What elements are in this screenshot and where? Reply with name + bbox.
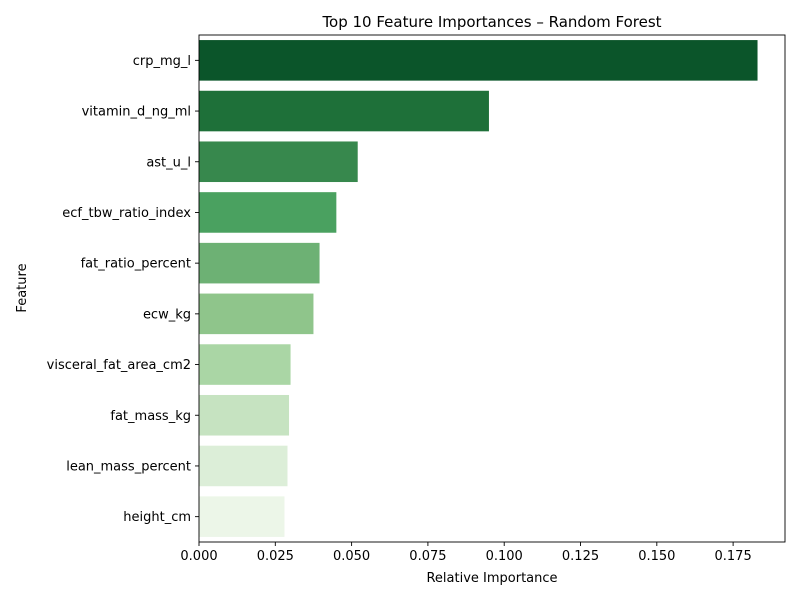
- x-tick-labels: 0.000 0.025 0.050 0.075 0.100 0.125 0.150 0.175: [180, 542, 752, 564]
- x-tick-label: 0.150: [638, 549, 675, 564]
- y-axis-label: Feature: [15, 263, 30, 312]
- bar-height_cm: [199, 496, 285, 537]
- bars-group: [199, 40, 758, 537]
- bar-visceral_fat_area_cm2: [199, 344, 291, 385]
- bar-ecw_kg: [199, 293, 314, 335]
- bar-fat_ratio_percent: [199, 242, 320, 284]
- y-tick-label: visceral_fat_area_cm2: [47, 358, 191, 373]
- y-tick-label: crp_mg_l: [133, 54, 191, 69]
- x-tick-label: 0.050: [333, 549, 370, 564]
- y-tick-label: lean_mass_percent: [66, 459, 191, 474]
- y-tick-label: vitamin_d_ng_ml: [82, 105, 191, 120]
- x-tick-label: 0.000: [180, 549, 217, 564]
- bar-ast_u_l: [199, 141, 358, 183]
- x-tick-label: 0.100: [486, 549, 523, 564]
- y-tick-label: fat_mass_kg: [110, 409, 191, 424]
- y-tick-labels: crp_mg_l vitamin_d_ng_ml ast_u_l ecf_tbw_ra…: [47, 54, 199, 525]
- y-tick-label: ecf_tbw_ratio_index: [62, 206, 191, 221]
- x-tick-label: 0.125: [562, 549, 599, 564]
- x-tick-label: 0.025: [257, 549, 294, 564]
- x-tick-label: 0.075: [409, 549, 446, 564]
- bar-fat_mass_kg: [199, 394, 290, 436]
- y-tick-label: ast_u_l: [146, 155, 191, 170]
- y-tick-label: fat_ratio_percent: [81, 257, 191, 272]
- y-tick-label: height_cm: [123, 510, 191, 525]
- x-axis-label: Relative Importance: [426, 571, 557, 586]
- bar-ecf_tbw_ratio_index: [199, 192, 337, 233]
- bar-lean_mass_percent: [199, 445, 288, 487]
- y-tick-label: ecw_kg: [143, 307, 191, 322]
- bar-vitamin_d_ng_ml: [199, 90, 489, 132]
- bar-crp_mg_l: [199, 40, 758, 81]
- x-tick-label: 0.175: [715, 549, 752, 564]
- plot-frame: [198, 34, 786, 543]
- chart-title: Top 10 Feature Importances – Random Fore…: [321, 13, 661, 31]
